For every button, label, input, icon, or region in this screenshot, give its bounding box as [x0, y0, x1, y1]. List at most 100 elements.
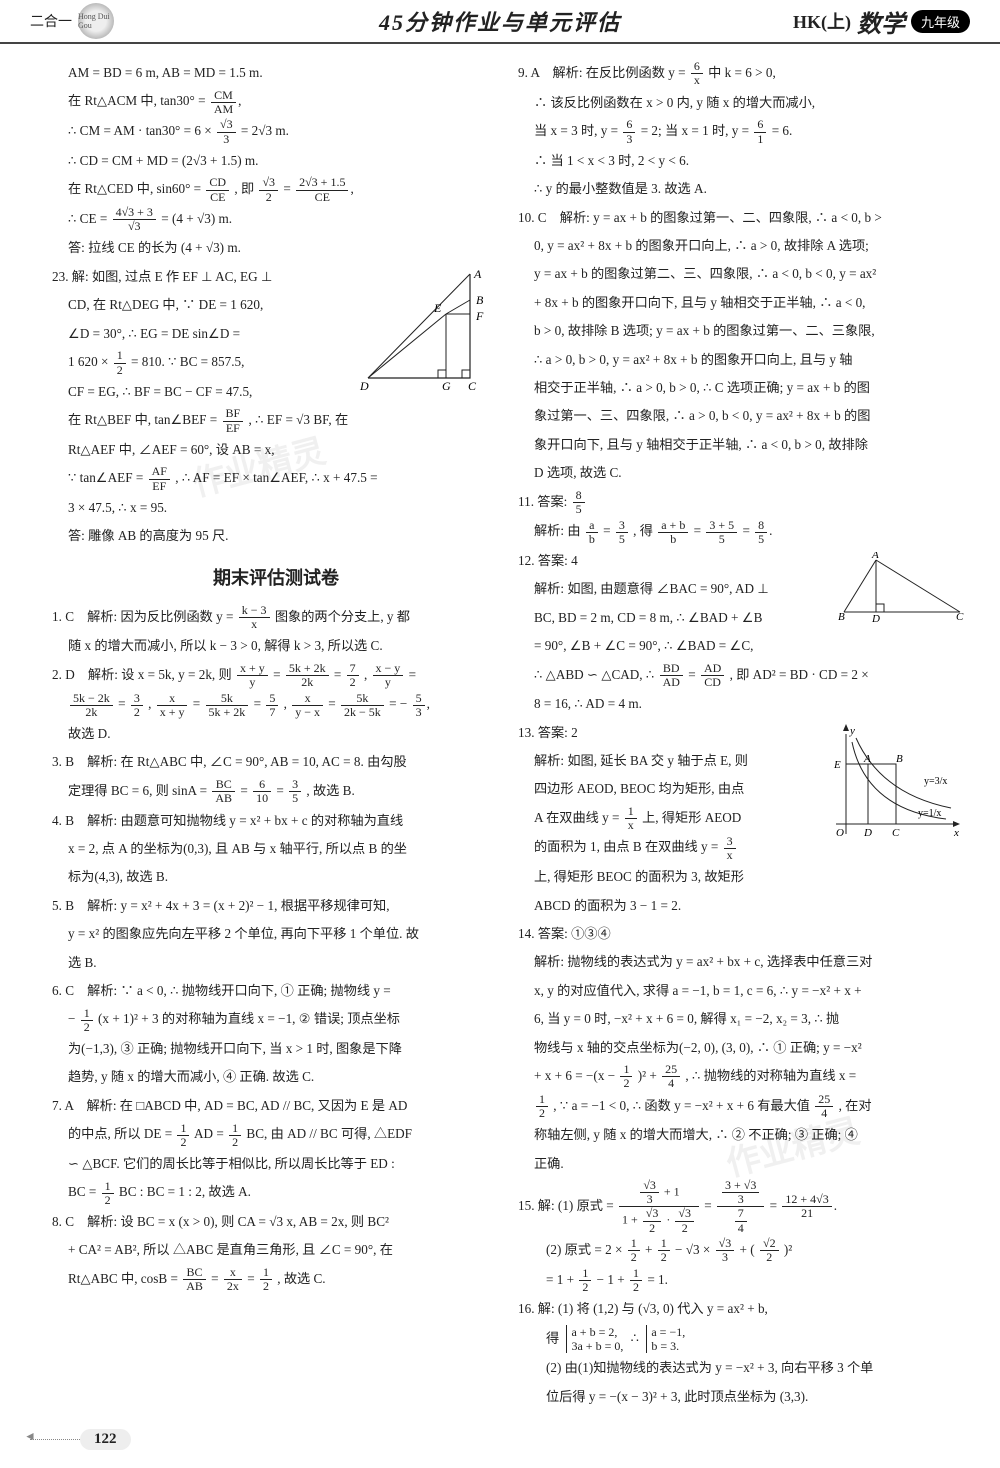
line: = 1 + 12 − 1 + 12 = 1.	[518, 1267, 966, 1295]
line: BC = 12 BC : BC = 1 : 2, 故选 A.	[52, 1179, 500, 1207]
line: ∴ CM = AM · tan30° = 6 × √33 = 2√3 m.	[52, 118, 500, 146]
diagram-q13: y E A B O D C x y=3/x y=1/x	[826, 724, 966, 854]
line: D 选项, 故选 C.	[518, 460, 966, 486]
line: 趋势, y 随 x 的增大而减小, ④ 正确. 故选 C.	[52, 1064, 500, 1090]
line: y = x² 的图象应先向左平移 2 个单位, 再向下平移 1 个单位. 故	[52, 921, 500, 947]
line: 答: 拉线 CE 的长为 (4 + √3) m.	[52, 235, 500, 261]
line: 7. A 解析: 在 □ABCD 中, AD = BC, AD // BC, 又…	[52, 1093, 500, 1119]
svg-text:D: D	[871, 613, 880, 622]
line: + x + 6 = −(x − 12 )² + 254 , ∴ 抛物线的对称轴为…	[518, 1063, 966, 1091]
svg-text:B: B	[838, 611, 845, 622]
line: 11. 答案: 85	[518, 489, 966, 517]
grade-badge: 九年级	[911, 10, 970, 33]
line: 象过第一、三、四象限, ∴ a > 0, b < 0, y = ax² + 8x…	[518, 403, 966, 429]
svg-text:B: B	[896, 753, 903, 765]
line: 定理得 BC = 6, 则 sinA = BCAB = 610 = 35 , 故…	[52, 778, 500, 806]
svg-text:D: D	[359, 379, 369, 393]
line: 在 Rt△BEF 中, tan∠BEF = BFEF , ∴ EF = √3 B…	[52, 407, 500, 435]
line: = 90°, ∠B + ∠C = 90°, ∴ ∠BAD = ∠C,	[518, 633, 966, 659]
line: ABCD 的面积为 3 − 1 = 2.	[518, 893, 966, 919]
line: 6. C 解析: ∵ a < 0, ∴ 抛物线开口向下, ① 正确; 抛物线 y…	[52, 978, 500, 1004]
header-left: 二合一 Hong Dui Gou	[30, 3, 114, 39]
line: + CA² = AB², 所以 △ABC 是直角三角形, 且 ∠C = 90°,…	[52, 1237, 500, 1263]
arrow-left-icon: ◄	[24, 1429, 36, 1444]
line: 12 , ∵ a = −1 < 0, ∴ 函数 y = −x² + x + 6 …	[518, 1093, 966, 1121]
page-header: 二合一 Hong Dui Gou 45分钟作业与单元评估 HK(上) 数学 九年…	[0, 0, 1000, 44]
line: 16. 解: (1) 将 (1,2) 与 (√3, 0) 代入 y = ax² …	[518, 1296, 966, 1322]
line: 选 B.	[52, 950, 500, 976]
line: 上, 得矩形 BEOC 的面积为 3, 故矩形	[518, 864, 966, 890]
svg-text:A: A	[863, 753, 871, 765]
line: + 8x + b 的图象开口向下, 且与 y 轴相交于正半轴, ∴ a < 0,	[518, 290, 966, 316]
logo-text: Hong Dui Gou	[78, 12, 114, 30]
line: 1. C 解析: 因为反比例函数 y = k − 3x 图象的两个分支上, y …	[52, 604, 500, 632]
diagram-q12: A B D C	[838, 552, 966, 622]
line: 2. D 解析: 设 x = 5k, y = 2k, 则 x + yy = 5k…	[52, 662, 500, 690]
line: AM = BD = 6 m, AB = MD = 1.5 m.	[52, 60, 500, 86]
line: 3. B 解析: 在 Rt△ABC 中, ∠C = 90°, AB = 10, …	[52, 749, 500, 775]
line: 解析: 抛物线的表达式为 y = ax² + bx + c, 选择表中任意三对	[518, 949, 966, 975]
diagram-q23: A B E F D G C	[350, 268, 500, 396]
svg-text:A: A	[871, 552, 879, 561]
svg-text:y: y	[849, 725, 855, 737]
svg-text:A: A	[473, 268, 482, 281]
line: 9. A 解析: 在反比例函数 y = 6x 中 k = 6 > 0,	[518, 60, 966, 88]
line: 标为(4,3), 故选 B.	[52, 864, 500, 890]
page-number: 122	[80, 1429, 131, 1450]
line: ∵ tan∠AEF = AFEF , ∴ AF = EF × tan∠AEF, …	[52, 465, 500, 493]
line: ∴ CD = CM + MD = (2√3 + 1.5) m.	[52, 148, 500, 174]
line: 6, 当 y = 0 时, −x² + x + 6 = 0, 解得 x₁ = −…	[518, 1006, 966, 1032]
svg-text:C: C	[956, 611, 964, 622]
line: 的中点, 所以 DE = 12 AD = 12 BC, 由 AD // BC 可…	[52, 1121, 500, 1149]
line: 10. C 解析: y = ax + b 的图象过第一、二、四象限, ∴ a <…	[518, 205, 966, 231]
svg-text:D: D	[863, 827, 872, 839]
line: 物线与 x 轴的交点坐标为(−2, 0), (3, 0), ∴ ① 正确; y …	[518, 1035, 966, 1061]
line: 解析: 由 ab = 35 , 得 a + bb = 3 + 55 = 85.	[518, 518, 966, 546]
line: 当 x = 3 时, y = 63 = 2; 当 x = 1 时, y = 61…	[518, 118, 966, 146]
line: − 12 (x + 1)² + 3 的对称轴为直线 x = −1, ② 错误; …	[52, 1006, 500, 1034]
line: 8. C 解析: 设 BC = x (x > 0), 则 CA = √3 x, …	[52, 1209, 500, 1235]
svg-text:C: C	[892, 827, 900, 839]
line: 14. 答案: ①③④	[518, 921, 966, 947]
line: x, y 的对应值代入, 求得 a = −1, b = 1, c = 6, ∴ …	[518, 978, 966, 1004]
line: 象开口向下, 且与 y 轴相交于正半轴, ∴ a < 0, b > 0, 故排除	[518, 432, 966, 458]
line: 随 x 的增大而减小, 所以 k − 3 > 0, 解得 k > 3, 所以选 …	[52, 633, 500, 659]
section-title: 期末评估测试卷	[52, 560, 500, 596]
header-right: HK(上) 数学 九年级	[793, 4, 970, 39]
line: 称轴左侧, y 随 x 的增大而增大, ∴ ② 不正确; ③ 正确; ④	[518, 1122, 966, 1148]
line: y = ax + b 的图象过第二、三、四象限, ∴ a < 0, b < 0,…	[518, 261, 966, 287]
svg-text:C: C	[468, 379, 477, 393]
svg-text:E: E	[833, 759, 841, 771]
line: 相交于正半轴, ∴ a > 0, b > 0, ∴ C 选项正确; y = ax…	[518, 375, 966, 401]
content: AM = BD = 6 m, AB = MD = 1.5 m. 在 Rt△ACM…	[0, 44, 1000, 1424]
line: ∴ y 的最小整数值是 3. 故选 A.	[518, 176, 966, 202]
line: ∴ 当 1 < x < 3 时, 2 < y < 6.	[518, 148, 966, 174]
line: Rt△AEF 中, ∠AEF = 60°, 设 AB = x,	[52, 437, 500, 463]
nested-fraction: 3 + √33 74	[717, 1179, 764, 1235]
line: 15. 解: (1) 原式 = √33 + 1 1 + √32 · √32 = …	[518, 1179, 966, 1235]
line: 0, y = ax² + 8x + b 的图象开口向上, ∴ a > 0, 故排…	[518, 233, 966, 259]
svg-text:y=3/x: y=3/x	[924, 776, 947, 787]
line: 得 a + b = 2, 3a + b = 0, ∴ a = −1, b = 3…	[518, 1325, 966, 1354]
line: ∽ △BCF. 它们的周长比等于相似比, 所以周长比等于 ED :	[52, 1151, 500, 1177]
line: 为(−1,3), ③ 正确; 抛物线开口向下, 当 x > 1 时, 图象是下降	[52, 1036, 500, 1062]
line: 5k − 2k2k = 32 , xx + y = 5k5k + 2k = 57…	[52, 691, 500, 719]
line: ∴ 该反比例函数在 x > 0 内, y 随 x 的增大而减小,	[518, 90, 966, 116]
line: b > 0, 故排除 B 选项; y = ax + b 的图象过第一、二、三象限…	[518, 318, 966, 344]
left-column: AM = BD = 6 m, AB = MD = 1.5 m. 在 Rt△ACM…	[52, 60, 500, 1424]
line: 8 = 16, ∴ AD = 4 m.	[518, 691, 966, 717]
line: 故选 D.	[52, 721, 500, 747]
svg-text:x: x	[953, 827, 959, 839]
svg-text:B: B	[476, 293, 484, 307]
line: ∴ a > 0, b > 0, y = ax² + 8x + b 的图象开口向上…	[518, 347, 966, 373]
svg-text:y=1/x: y=1/x	[918, 808, 941, 819]
header-left-label: 二合一	[30, 11, 72, 31]
line: (2) 由(1)知抛物线的表达式为 y = −x² + 3, 向右平移 3 个单	[518, 1355, 966, 1381]
dots-line	[30, 1439, 80, 1440]
subject-label: 数学	[857, 4, 905, 39]
line: (2) 原式 = 2 × 12 + 12 − √3 × √33 + ( √22 …	[518, 1237, 966, 1265]
nested-fraction: √33 + 1 1 + √32 · √32	[619, 1179, 699, 1235]
line: 在 Rt△ACM 中, tan30° = CMAM,	[52, 88, 500, 116]
line: 在 Rt△CED 中, sin60° = CDCE , 即 √32 = 2√3 …	[52, 176, 500, 204]
line: x = 2, 点 A 的坐标为(0,3), 且 AB 与 x 轴平行, 所以点 …	[52, 836, 500, 862]
